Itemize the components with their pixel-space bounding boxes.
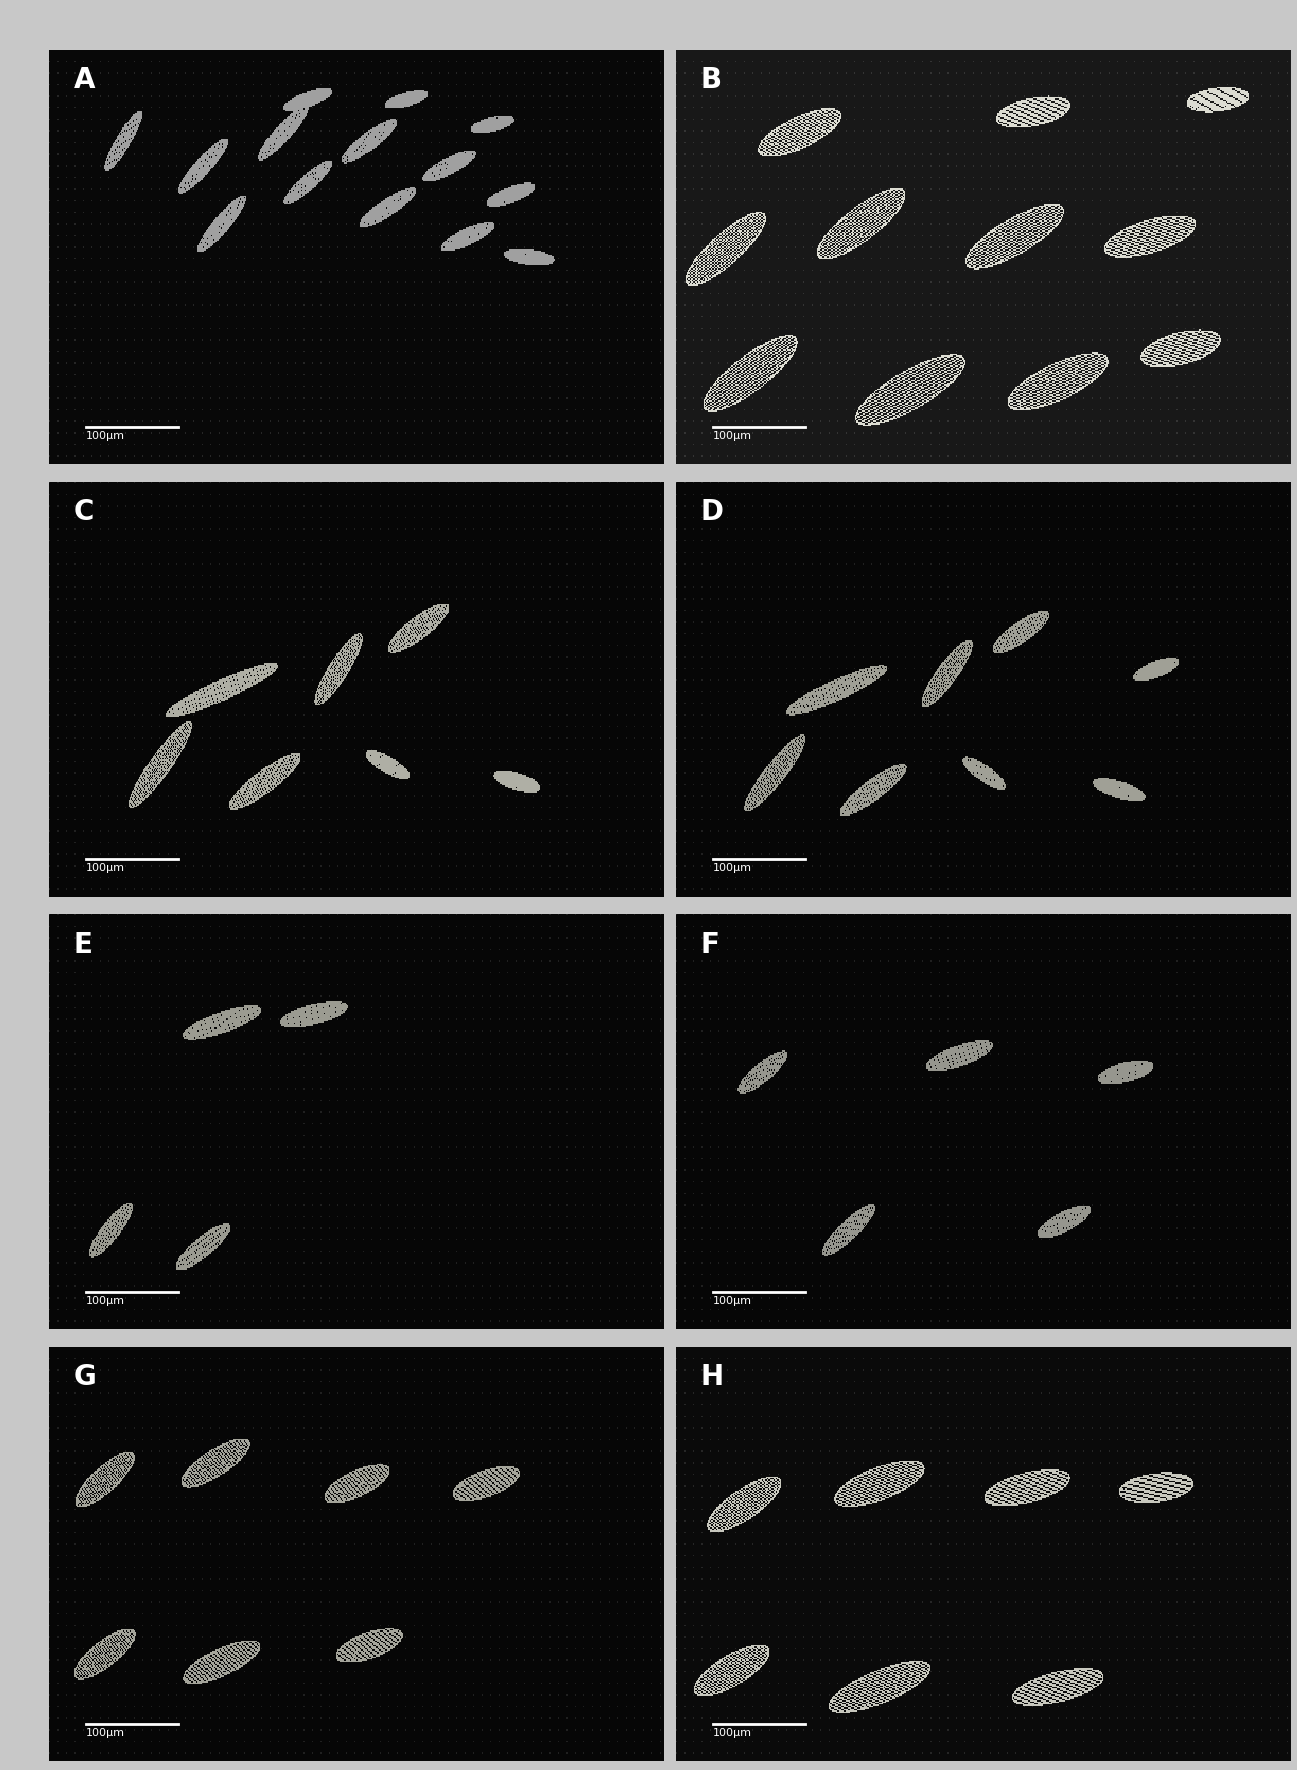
Text: 100μm: 100μm: [86, 432, 125, 441]
Text: A: A: [74, 65, 96, 94]
Text: C: C: [74, 499, 95, 526]
Text: 100μm: 100μm: [713, 864, 752, 873]
Text: 100μm: 100μm: [86, 864, 125, 873]
Text: H: H: [700, 1363, 724, 1391]
Text: 100μm: 100μm: [713, 432, 752, 441]
Text: G: G: [74, 1363, 96, 1391]
Text: 100μm: 100μm: [713, 1728, 752, 1738]
Text: D: D: [700, 499, 724, 526]
Text: 100μm: 100μm: [86, 1728, 125, 1738]
Text: F: F: [700, 931, 720, 959]
Text: E: E: [74, 931, 92, 959]
Text: 100μm: 100μm: [86, 1296, 125, 1306]
Text: 100μm: 100μm: [713, 1296, 752, 1306]
Text: B: B: [700, 65, 722, 94]
